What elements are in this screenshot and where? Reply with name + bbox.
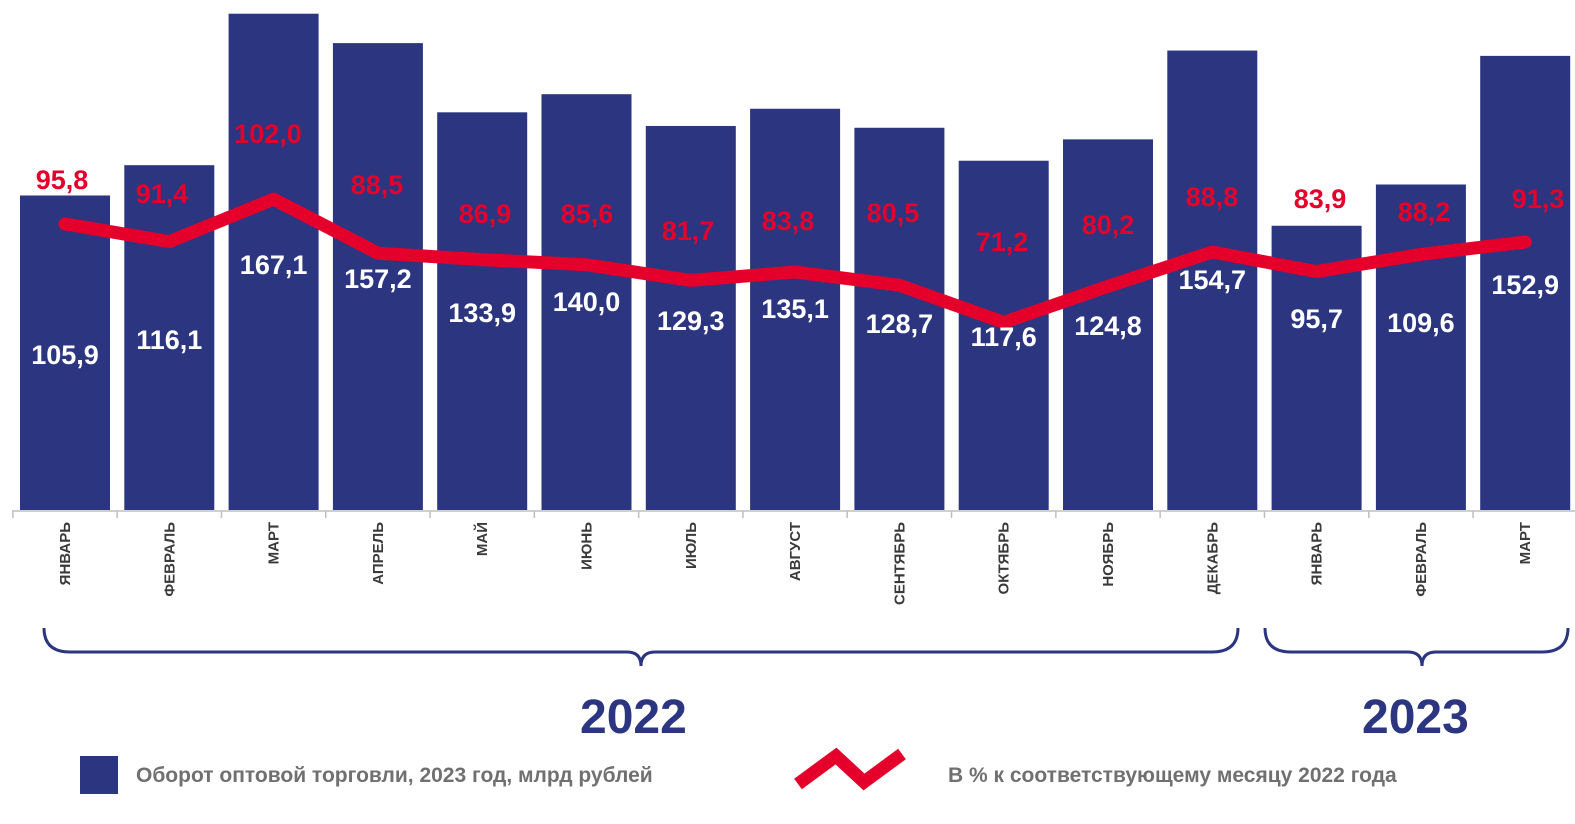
x-tick-label: АВГУСТ (787, 522, 804, 581)
bar (437, 112, 528, 510)
x-tick-label: ЯНВАРЬ (1309, 522, 1326, 586)
x-tick-label: ФЕВРАЛЬ (1413, 522, 1430, 597)
bar (20, 195, 110, 511)
bar-value-label: 105,9 (31, 340, 99, 370)
line-value-label: 71,2 (976, 227, 1029, 257)
line-layer (58, 192, 1532, 329)
bar-value-label: 116,1 (136, 325, 202, 355)
bar-value-label: 128,7 (866, 309, 934, 339)
bar-value-label: 133,9 (448, 298, 516, 328)
year-braces (42, 627, 1570, 667)
bar-value-label: 157,2 (344, 264, 412, 294)
bar (541, 94, 632, 510)
x-tick-label: МАРТ (266, 522, 283, 564)
x-tick-label: СЕНТЯБРЬ (891, 522, 908, 605)
line-value-label: 91,3 (1512, 184, 1565, 214)
bar-value-label: 95,7 (1290, 304, 1343, 334)
bar-value-label: 154,7 (1179, 265, 1247, 295)
legend-bar-label: Оборот оптовой торговли, 2023 год, млрд … (136, 764, 653, 787)
line-value-label: 88,2 (1398, 197, 1451, 227)
category-axis: ЯНВАРЬ ФЕВРАЛЬ МАРТ АПРЕЛЬ МАЙ ИЮНЬ ИЮЛЬ АВГУСТ… (12, 510, 1575, 605)
line-value-label: 95,8 (36, 165, 89, 195)
bar (854, 127, 945, 511)
bar (332, 43, 423, 511)
legend-line-label: В % к соответствующему месяцу 2022 года (948, 764, 1397, 787)
legend-line-swatch (794, 747, 906, 791)
x-tick-label: ОКТЯБРЬ (996, 522, 1013, 595)
line-series (58, 192, 1532, 329)
x-tick-label: ИЮЛЬ (683, 522, 700, 569)
bar-value-label: 140,0 (553, 287, 621, 317)
bar-value-label: 124,8 (1074, 311, 1142, 341)
line-value-label: 88,8 (1186, 182, 1239, 212)
x-tick-label: АПРЕЛЬ (370, 522, 387, 585)
x-tick-label: МАЙ (473, 522, 491, 556)
brace-2022 (42, 627, 1240, 667)
bar (1063, 139, 1153, 510)
line-value-label: 102,0 (234, 119, 302, 149)
bar (1480, 55, 1571, 511)
brace-2023 (1263, 627, 1570, 667)
year-label-2023: 2023 (1362, 691, 1469, 744)
year-label-2022: 2022 (580, 691, 687, 744)
x-tick-label: ФЕВРАЛЬ (161, 522, 178, 597)
line-value-label: 80,5 (867, 198, 920, 228)
bar (645, 125, 736, 510)
line-value-label: 91,4 (136, 179, 189, 209)
bar (1167, 50, 1258, 510)
bar-value-label: 117,6 (971, 322, 1037, 352)
legend-bar-swatch (80, 756, 118, 794)
line-value-label: 85,6 (561, 199, 614, 229)
line-value-label: 81,7 (662, 216, 715, 246)
bar-value-label: 135,1 (761, 294, 829, 324)
line-value-label: 80,2 (1082, 210, 1135, 240)
bar (750, 108, 841, 511)
x-tick-label: МАРТ (1517, 522, 1534, 564)
bar (228, 13, 319, 510)
line-value-label: 83,9 (1294, 184, 1347, 214)
x-tick-label: ИЮНЬ (579, 522, 596, 570)
bar-value-label: 167,1 (240, 250, 308, 280)
bar-value-label: 152,9 (1491, 270, 1559, 300)
line-value-label: 83,8 (762, 206, 815, 236)
labels-layer: 105,9 116,1 167,1 157,2 133,9 140,0 129,3 135,1… (31, 119, 1564, 370)
bar-value-label: 109,6 (1387, 308, 1455, 338)
line-value-label: 86,9 (459, 199, 512, 229)
x-tick-label: ДЕКАБРЬ (1204, 522, 1221, 594)
bar-value-label: 129,3 (657, 306, 725, 336)
bar (958, 160, 1049, 510)
line-value-label: 88,5 (351, 170, 404, 200)
x-tick-label: НОЯБРЬ (1100, 522, 1117, 587)
bar (1375, 184, 1466, 510)
x-tick-label: ЯНВАРЬ (57, 522, 74, 586)
